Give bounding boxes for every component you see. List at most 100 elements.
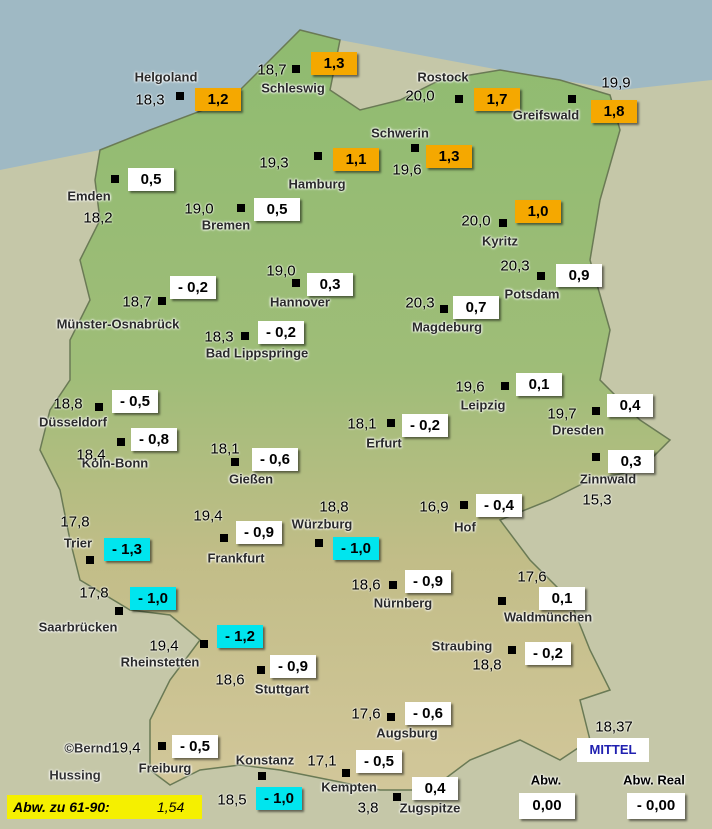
station-marker: [237, 204, 245, 212]
station-deviation: 0,1: [539, 587, 585, 610]
station-deviation: - 1,2: [217, 625, 263, 648]
station-deviation: 0,9: [556, 264, 602, 287]
station-name: Trier: [63, 535, 93, 551]
station-marker: [499, 219, 507, 227]
station-marker: [387, 713, 395, 721]
station-marker: [501, 382, 509, 390]
station-temperature: 18,6: [351, 576, 381, 594]
station-deviation: 1,0: [515, 200, 561, 223]
station-deviation: - 0,2: [258, 321, 304, 344]
station-temperature: 18,4: [76, 446, 106, 464]
station-name: Magdeburg: [411, 319, 483, 335]
station-temperature: 16,9: [419, 498, 449, 516]
station-name: Straubing: [431, 638, 493, 654]
station-marker: [200, 640, 208, 648]
station-deviation: - 1,0: [256, 787, 302, 810]
station-marker: [393, 793, 401, 801]
station-temperature: 15,3: [582, 491, 612, 509]
station-temperature: 20,3: [405, 294, 435, 312]
station-marker: [389, 581, 397, 589]
station-marker: [342, 769, 350, 777]
station-temperature: 19,6: [455, 378, 485, 396]
station-deviation: 0,5: [254, 198, 300, 221]
station-name: Gießen: [228, 471, 274, 487]
station-marker: [95, 403, 103, 411]
station-deviation: - 0,9: [270, 655, 316, 678]
station-deviation: 1,2: [195, 88, 241, 111]
station-marker: [231, 458, 239, 466]
station-name: Frankfurt: [207, 550, 265, 566]
station-temperature: 17,8: [60, 513, 90, 531]
station-deviation: - 0,5: [172, 735, 218, 758]
station-temperature: 19,0: [184, 200, 214, 218]
station-marker: [158, 297, 166, 305]
station-temperature: 18,3: [135, 91, 165, 109]
station-temperature: 19,0: [266, 262, 296, 280]
summary-value: - 0,00: [627, 793, 685, 819]
station-deviation: 1,8: [591, 100, 637, 123]
station-marker: [460, 501, 468, 509]
sea: [0, 0, 712, 170]
station-name: Bremen: [201, 217, 251, 233]
station-name: Kyritz: [481, 233, 519, 249]
mean-value: 18,37: [595, 718, 633, 736]
station-temperature: 18,8: [53, 395, 83, 413]
station-temperature: 18,1: [347, 415, 377, 433]
legend-label: Abw. zu 61-90:: [13, 799, 110, 815]
station-deviation: - 0,6: [252, 448, 298, 471]
station-name: Saarbrücken: [38, 619, 118, 635]
station-marker: [455, 95, 463, 103]
station-name: Stuttgart: [254, 681, 310, 697]
station-temperature: 18,8: [319, 498, 349, 516]
station-marker: [176, 92, 184, 100]
station-name: Bad Lippspringe: [205, 345, 309, 361]
station-name: Schwerin: [371, 125, 429, 141]
station-temperature: 19,6: [392, 161, 422, 179]
station-marker: [158, 742, 166, 750]
station-name: Konstanz: [235, 752, 295, 768]
station-temperature: 19,3: [259, 154, 289, 172]
station-deviation: - 1,3: [104, 538, 150, 561]
station-marker: [498, 597, 506, 605]
station-marker: [220, 534, 228, 542]
station-deviation: 0,3: [608, 450, 654, 473]
germany: [39, 29, 672, 791]
station-marker: [257, 666, 265, 674]
station-marker: [241, 332, 249, 340]
station-temperature: 18,2: [83, 209, 113, 227]
station-name: Helgoland: [134, 69, 198, 85]
station-temperature: 20,0: [405, 87, 435, 105]
station-deviation: 0,3: [307, 273, 353, 296]
station-deviation: 0,4: [607, 394, 653, 417]
station-deviation: 1,3: [426, 145, 472, 168]
station-name: Köln-Bonn: [81, 455, 149, 471]
station-name: Hof: [454, 519, 476, 535]
station-marker: [111, 175, 119, 183]
station-marker: [568, 95, 576, 103]
station-name: Würzburg: [291, 516, 353, 532]
station-name: Rostock: [417, 69, 469, 85]
station-name: Potsdam: [504, 286, 560, 302]
station-name: Leipzig: [460, 397, 506, 413]
station-temperature: 18,6: [215, 671, 245, 689]
station-deviation: - 0,5: [356, 750, 402, 773]
station-temperature: 19,4: [193, 507, 223, 525]
station-deviation: 1,7: [474, 88, 520, 111]
station-temperature: 19,4: [111, 739, 141, 757]
station-temperature: 19,7: [547, 405, 577, 423]
station-marker: [117, 438, 125, 446]
station-marker: [440, 305, 448, 313]
station-temperature: 19,9: [601, 74, 631, 92]
station-deviation: - 1,0: [130, 587, 176, 610]
station-deviation: - 0,2: [170, 276, 216, 299]
station-name: Zinnwald: [579, 471, 637, 487]
station-temperature: 20,0: [461, 212, 491, 230]
station-marker: [411, 144, 419, 152]
station-temperature: 18,7: [257, 61, 287, 79]
legend: Abw. zu 61-90: 1,54: [7, 795, 202, 819]
station-deviation: - 0,8: [131, 428, 177, 451]
station-deviation: - 0,5: [112, 390, 158, 413]
legend-value: 1,54: [157, 799, 185, 815]
station-name: Düsseldorf: [39, 414, 107, 430]
station-name: Hannover: [270, 294, 330, 310]
